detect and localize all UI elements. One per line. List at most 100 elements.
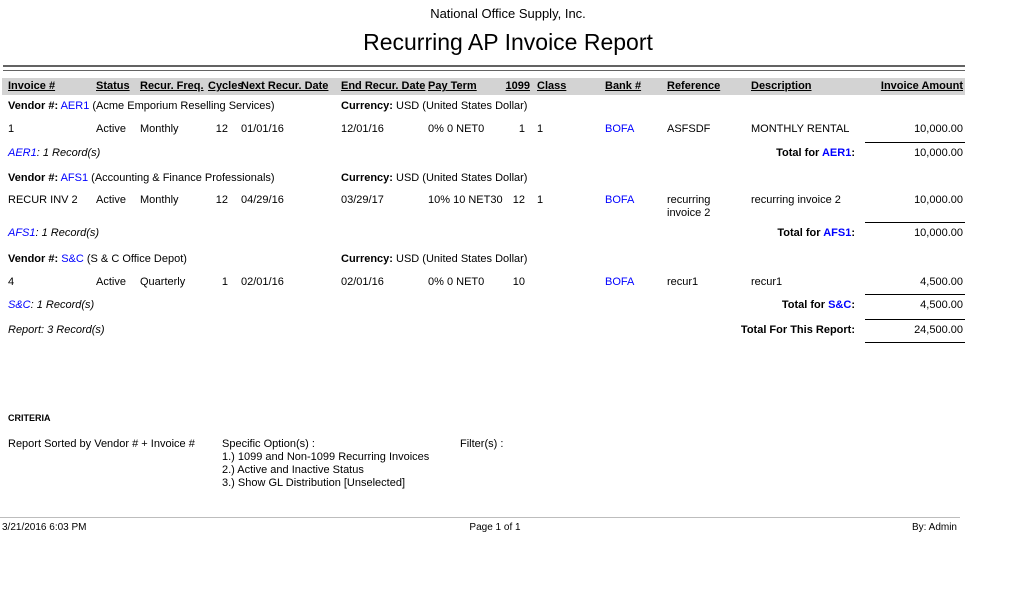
bank-link[interactable]: BOFA: [605, 194, 635, 206]
cell-status: Active: [96, 194, 126, 206]
cell-amount: 10,000.00: [914, 194, 963, 206]
vendor-code-link[interactable]: AER1: [821, 147, 852, 159]
vendor-label: Vendor #:: [8, 172, 59, 184]
cell-invoice: RECUR INV 2: [8, 194, 78, 206]
cell-reference: ASFSDF: [667, 123, 711, 135]
section-record-count: AFS1: 1 Record(s): [8, 227, 99, 240]
section-record-count: S&C: 1 Record(s): [8, 299, 94, 312]
footer-datetime: 3/21/2016 6:03 PM: [2, 522, 87, 533]
cell-end-date: 12/01/16: [341, 123, 384, 135]
colon-text: :: [851, 227, 855, 239]
subtotal-overline: [865, 142, 965, 143]
cell-class: 1: [537, 194, 544, 206]
cell-amount: 10,000.00: [914, 123, 963, 135]
cell-1099: 10: [512, 276, 525, 288]
currency-line: Currency: USD (United States Dollar): [341, 253, 527, 266]
colon-text: :: [851, 299, 855, 311]
cell-freq: Monthly: [140, 194, 179, 206]
column-header-1099: 1099: [505, 80, 530, 92]
cell-description: MONTHLY RENTAL: [751, 123, 850, 135]
cell-end-date: 02/01/16: [341, 276, 384, 288]
vendor-code-link[interactable]: S&C: [8, 299, 31, 311]
cell-status: Active: [96, 123, 126, 135]
column-header-amount: Invoice Amount: [880, 80, 963, 92]
column-header-status: Status: [96, 80, 130, 92]
cell-1099: 12: [512, 194, 525, 206]
column-header-cycles: Cycles: [208, 80, 244, 92]
criteria-options-label: Specific Option(s) :: [222, 438, 315, 450]
top-rule-thick: [3, 65, 965, 67]
column-header-recur-freq: Recur. Freq.: [140, 80, 204, 92]
footer-rule: [0, 517, 960, 518]
bank-link[interactable]: BOFA: [605, 276, 635, 288]
currency-label: Currency:: [341, 253, 393, 265]
column-header-bank: Bank #: [605, 80, 642, 92]
criteria-option: 3.) Show GL Distribution [Unselected]: [222, 477, 406, 489]
footer-page-number: Page 1 of 1: [469, 522, 521, 533]
currency-value: USD (United States Dollar): [396, 172, 528, 184]
cell-pay-term: 0% 0 NET0: [428, 276, 485, 288]
report-total-overline: [865, 319, 965, 320]
criteria-option: 1.) 1099 and Non-1099 Recurring Invoices: [222, 451, 430, 463]
column-header-pay-term: Pay Term: [428, 80, 477, 92]
currency-label: Currency:: [341, 100, 393, 112]
vendor-code-link[interactable]: S&C: [61, 253, 84, 265]
vendor-code-link[interactable]: S&C: [828, 299, 852, 311]
column-header-end-date: End Recur. Date: [341, 80, 426, 92]
cell-cycles: 1: [221, 276, 228, 288]
cell-next-date: 01/01/16: [241, 123, 284, 135]
cell-amount: 4,500.00: [920, 276, 963, 288]
cell-cycles: 12: [215, 123, 228, 135]
subtotal-overline: [865, 222, 965, 223]
currency-value: USD (United States Dollar): [396, 253, 528, 265]
cell-description: recur1: [751, 276, 783, 288]
vendor-code-link[interactable]: AER1: [8, 147, 37, 159]
report-total-label: Total For This Report:: [740, 324, 855, 336]
vendor-header: Vendor #: AER1 (Acme Emporium Reselling …: [8, 100, 275, 113]
cell-1099: 1: [518, 123, 525, 135]
section-total-label: Total for AER1:: [655, 147, 855, 160]
cell-invoice: 4: [8, 276, 15, 288]
cell-description: recurring invoice 2: [751, 194, 841, 206]
column-header-reference: Reference: [667, 80, 721, 92]
page-title: Recurring AP Invoice Report: [363, 29, 653, 55]
cell-cycles: 12: [215, 194, 228, 206]
currency-line: Currency: USD (United States Dollar): [341, 100, 527, 113]
column-header-band: [2, 78, 965, 95]
criteria-option: 2.) Active and Inactive Status: [222, 464, 364, 476]
cell-invoice: 1: [8, 123, 15, 135]
vendor-label: Vendor #:: [8, 100, 59, 112]
cell-pay-term: 10% 10 NET30: [428, 194, 503, 206]
cell-end-date: 03/29/17: [341, 194, 384, 206]
cell-pay-term: 0% 0 NET0: [428, 123, 485, 135]
vendor-header: Vendor #: AFS1 (Accounting & Finance Pro…: [8, 172, 275, 185]
vendor-name: (Accounting & Finance Professionals): [91, 172, 275, 184]
column-header-invoice: Invoice #: [8, 80, 56, 92]
record-count-text: : 1 Record(s): [35, 227, 100, 239]
vendor-code-link[interactable]: AFS1: [60, 172, 89, 184]
footer-by: By: Admin: [911, 522, 957, 533]
cell-reference: recur1: [667, 276, 699, 288]
currency-value: USD (United States Dollar): [396, 100, 528, 112]
cell-reference: recurring invoice 2: [667, 194, 711, 219]
vendor-code-link[interactable]: AFS1: [8, 227, 36, 239]
total-for-text: Total for: [777, 227, 821, 239]
vendor-code-link[interactable]: AER1: [60, 100, 90, 112]
vendor-name: (Acme Emporium Reselling Services): [92, 100, 275, 112]
vendor-code-link[interactable]: AFS1: [823, 227, 852, 239]
cell-status: Active: [96, 276, 126, 288]
vendor-name: (S & C Office Depot): [86, 253, 187, 265]
currency-label: Currency:: [341, 172, 393, 184]
criteria-heading: CRITERIA: [8, 413, 51, 423]
vendor-header: Vendor #: S&C (S & C Office Depot): [8, 253, 187, 266]
record-count-text: : 1 Record(s): [36, 147, 101, 159]
company-name: National Office Supply, Inc.: [430, 6, 586, 21]
cell-freq: Quarterly: [140, 276, 186, 288]
section-total-amount: 10,000.00: [914, 227, 963, 239]
bank-link[interactable]: BOFA: [605, 123, 635, 135]
report-total-amount: 24,500.00: [914, 324, 963, 336]
currency-line: Currency: USD (United States Dollar): [341, 172, 527, 185]
cell-next-date: 02/01/16: [241, 276, 284, 288]
section-total-amount: 4,500.00: [920, 299, 963, 311]
